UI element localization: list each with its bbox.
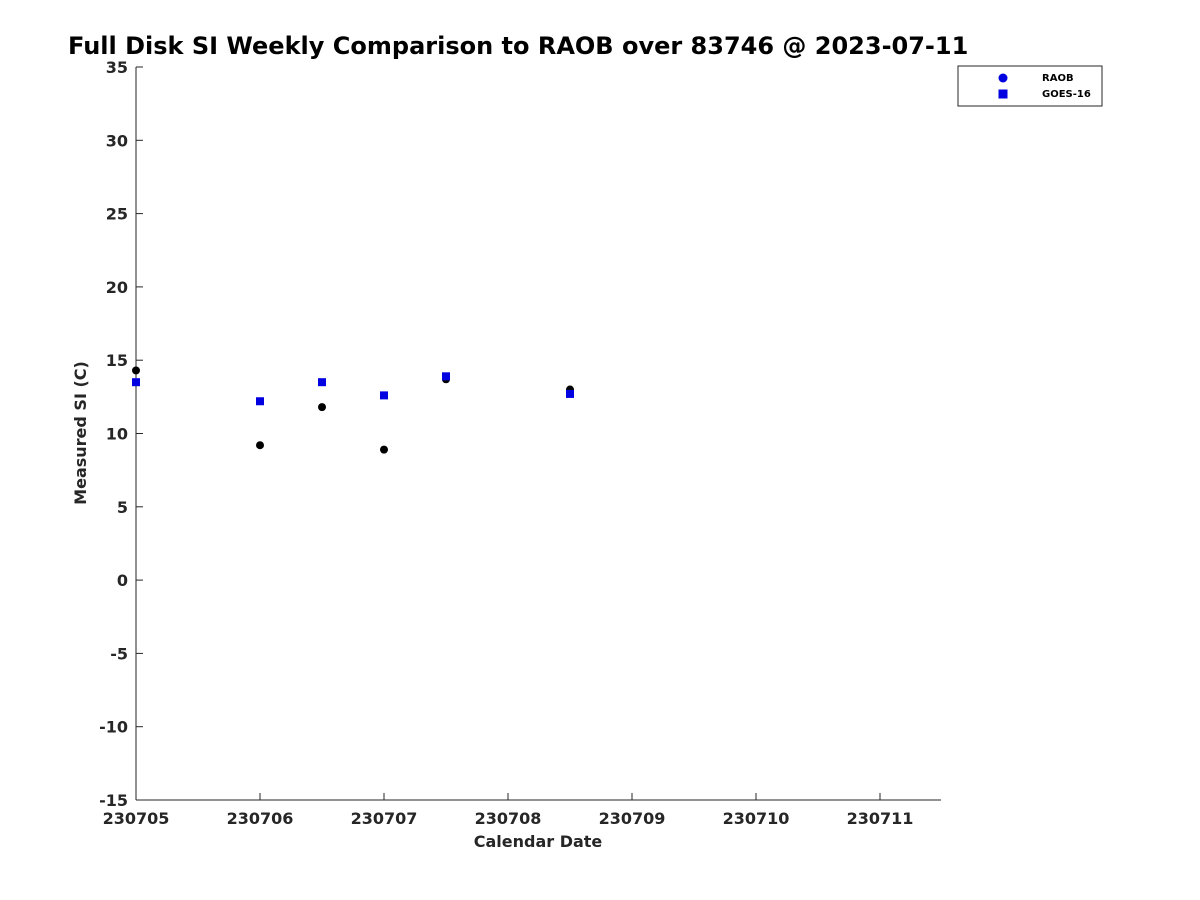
legend: RAOB GOES-16 bbox=[957, 65, 1103, 107]
y-tick-label: -15 bbox=[99, 791, 128, 810]
legend-goes16-marker bbox=[998, 89, 1008, 99]
raob-point bbox=[132, 366, 140, 375]
x-tick-label: 230707 bbox=[351, 809, 418, 828]
y-tick-label: 30 bbox=[106, 131, 128, 150]
y-tick-label: 35 bbox=[106, 58, 128, 77]
goes16-point bbox=[256, 397, 264, 406]
x-tick-label: 230705 bbox=[103, 809, 170, 828]
y-tick-label: 15 bbox=[106, 351, 128, 370]
x-ticks: 230705 230706 230707 230708 230709 230710 2307… bbox=[103, 793, 914, 828]
y-axis-label: Measured SI (C) bbox=[71, 361, 90, 505]
chart-title: Full Disk SI Weekly Comparison to RAOB o… bbox=[68, 32, 968, 60]
raob-point bbox=[256, 441, 264, 450]
raob-point bbox=[318, 403, 326, 412]
x-tick-label: 230708 bbox=[475, 809, 542, 828]
goes16-point bbox=[318, 378, 326, 387]
y-tick-label: 5 bbox=[117, 498, 128, 517]
x-axis-label: Calendar Date bbox=[474, 832, 603, 851]
x-tick-label: 230706 bbox=[227, 809, 294, 828]
goes16-point bbox=[132, 378, 140, 387]
y-ticks: -15 -10 -5 0 5 10 15 20 25 30 35 bbox=[99, 58, 143, 810]
goes16-point bbox=[442, 372, 450, 381]
legend-box bbox=[957, 65, 1103, 107]
y-tick-label: -10 bbox=[99, 718, 128, 737]
y-tick-label: -5 bbox=[110, 644, 128, 663]
legend-raob-marker bbox=[998, 73, 1008, 83]
goes16-point bbox=[566, 389, 574, 398]
y-tick-label: 20 bbox=[106, 278, 128, 297]
y-tick-label: 0 bbox=[117, 571, 128, 590]
y-tick-label: 25 bbox=[106, 205, 128, 224]
y-tick-label: 10 bbox=[106, 425, 128, 444]
goes16-point bbox=[380, 391, 388, 400]
legend-raob-label: RAOB bbox=[1042, 73, 1074, 84]
data-points bbox=[132, 366, 574, 454]
legend-goes16-label: GOES-16 bbox=[1042, 89, 1091, 100]
x-tick-label: 230710 bbox=[723, 809, 790, 828]
axes bbox=[135, 67, 941, 801]
x-tick-label: 230711 bbox=[847, 809, 914, 828]
raob-point bbox=[380, 445, 388, 454]
x-tick-label: 230709 bbox=[599, 809, 666, 828]
